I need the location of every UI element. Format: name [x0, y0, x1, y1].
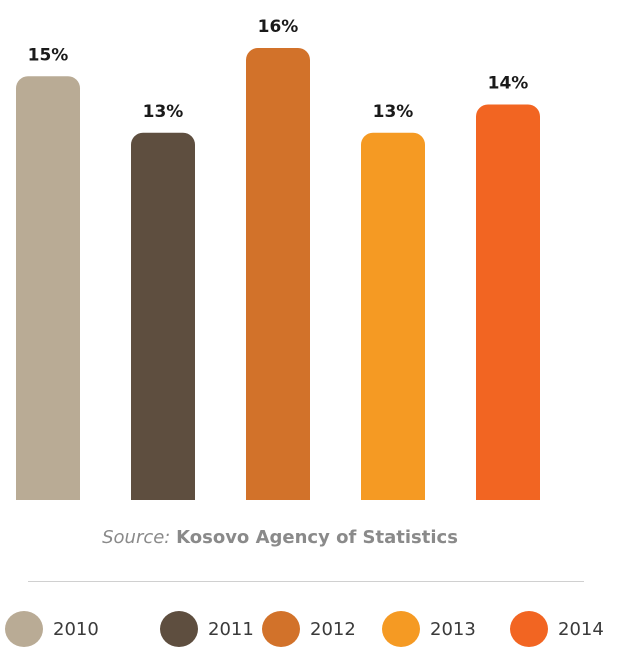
legend-swatch-icon	[160, 611, 198, 647]
chart-plot-area: 15% 13% 16% 13% 14%	[15, 17, 541, 514]
legend-label: 2012	[310, 618, 356, 640]
bar-base-mask	[475, 500, 541, 514]
bar-base-mask	[130, 500, 196, 514]
legend-swatch-icon	[5, 611, 43, 647]
bar-2014	[476, 104, 540, 512]
data-label-2012: 16%	[258, 17, 299, 37]
legend-item-2012: 2012	[262, 610, 356, 648]
bar-2013	[361, 132, 425, 512]
source-prefix: Source:	[102, 527, 171, 548]
data-label-2011: 13%	[143, 102, 184, 122]
bar-base-mask	[245, 500, 311, 514]
legend-swatch-icon	[262, 611, 300, 647]
legend-item-2013: 2013	[382, 610, 476, 648]
bar-2011	[131, 132, 195, 512]
data-label-2013: 13%	[373, 102, 414, 122]
legend-label: 2013	[430, 618, 476, 640]
bar-2012	[246, 48, 310, 512]
data-label-2014: 14%	[488, 74, 529, 94]
source-note: Source: Kosovo Agency of Statistics	[0, 527, 560, 548]
chart-legend: 2010 2011 2012 2013 2014	[0, 610, 627, 648]
legend-label: 2011	[208, 618, 254, 640]
legend-label: 2014	[558, 618, 604, 640]
source-name: Kosovo Agency of Statistics	[176, 527, 458, 548]
bar-base-mask	[360, 500, 426, 514]
legend-item-2011: 2011	[160, 610, 254, 648]
legend-label: 2010	[53, 618, 99, 640]
legend-swatch-icon	[382, 611, 420, 647]
legend-swatch-icon	[510, 611, 548, 647]
bar-base-mask	[15, 500, 81, 514]
bar-2010	[16, 76, 80, 512]
divider	[28, 581, 584, 582]
legend-item-2014: 2014	[510, 610, 604, 648]
legend-item-2010: 2010	[5, 610, 99, 648]
data-label-2010: 15%	[28, 45, 69, 65]
